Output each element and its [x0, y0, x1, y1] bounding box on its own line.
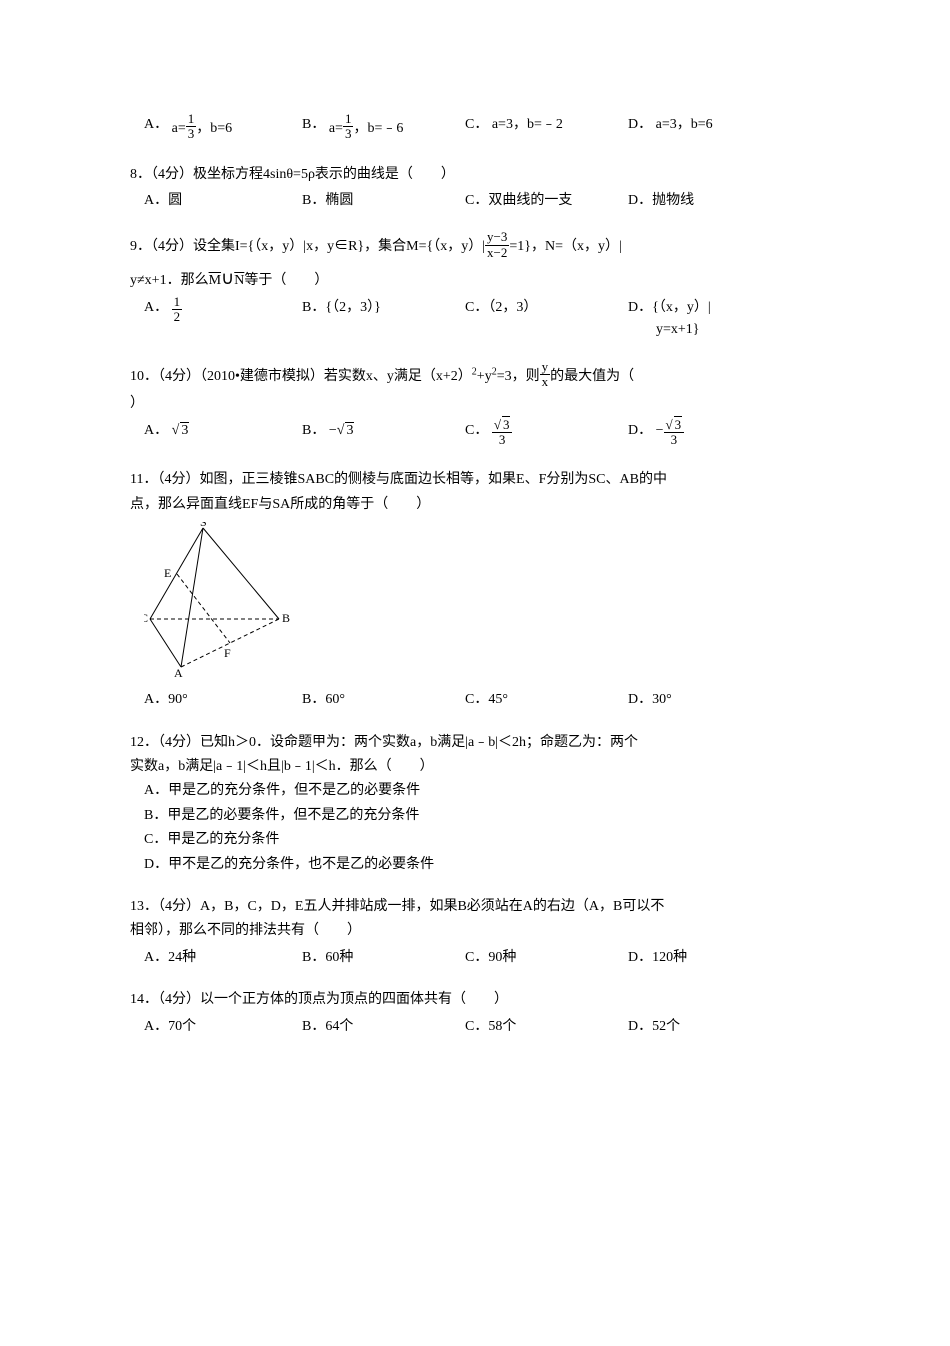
q7-opt-c: C． a=3，b=﹣2	[465, 114, 620, 144]
opt-label: D．	[628, 114, 652, 136]
q8-opt-d: D．抛物线	[628, 190, 778, 212]
q13-opt-b: B．60种	[302, 947, 457, 969]
q11-opt-d: D．30°	[628, 689, 778, 711]
q12-opt-b: B．甲是乙的必要条件，但不是乙的充分条件	[144, 805, 820, 827]
q12: 12．（4分）已知h＞0．设命题甲为：两个实数a，b满足|a﹣b|＜2h；命题乙…	[130, 732, 820, 876]
sqrt-icon: √3	[494, 418, 511, 432]
q13-opt-a: A．24种	[144, 947, 294, 969]
fraction: 12	[172, 295, 183, 325]
q12-stem-2: 实数a，b满足|a﹣1|＜h且|b﹣1|＜h．那么（ ）	[130, 756, 820, 778]
q13-stem-1: 13．（4分）A，B，C，D，E五人并排站成一排，如果B必须站在A的右边（A，B…	[130, 896, 820, 918]
q10-opt-a: A． √3	[144, 420, 294, 450]
q13: 13．（4分）A，B，C，D，E五人并排站成一排，如果B必须站在A的右边（A，B…	[130, 896, 820, 969]
tetrahedron-diagram: S E C B F A	[144, 522, 294, 677]
q11-stem-1: 11．（4分）如图，正三棱锥SABC的侧棱与底面边长相等，如果E、F分别为SC、…	[130, 469, 820, 491]
svg-text:S: S	[200, 522, 207, 529]
q10-opt-c: C． √3 3	[465, 420, 620, 450]
q10-opt-b: B． −√3	[302, 420, 457, 450]
q9-opt-a: A． 12	[144, 297, 294, 342]
fraction: √3 3	[664, 418, 685, 448]
svg-text:F: F	[224, 646, 231, 660]
q9-opt-d: D．{（x，y）| y=x+1}	[628, 297, 778, 342]
q10-stem: 10．（4分）（2010•建德市模拟）若实数x、y满足（x+2）2+y2=3，则…	[130, 362, 820, 392]
q9: 9．（4分）设全集I={（x，y）|x，y∈R}，集合M={（x，y）|y−3x…	[130, 232, 820, 341]
fraction: √3 3	[492, 418, 513, 448]
q11-stem-2: 点，那么异面直线EF与SA所成的角等于（ ）	[130, 494, 820, 516]
q10: 10．（4分）（2010•建德市模拟）若实数x、y满足（x+2）2+y2=3，则…	[130, 362, 820, 450]
q8-opt-b: B．椭圆	[302, 190, 457, 212]
q7-opt-a: A． a=13，b=6	[144, 114, 294, 144]
sqrt-icon: √3	[337, 420, 355, 442]
q11: 11．（4分）如图，正三棱锥SABC的侧棱与底面边长相等，如果E、F分别为SC、…	[130, 469, 820, 712]
m-bar: M	[209, 273, 221, 288]
q9-opt-b: B．{（2，3）}	[302, 297, 457, 342]
q14-opt-c: C．58个	[465, 1016, 620, 1038]
q9-stem-line2: y≠x+1．那么M∪N等于（ ）	[130, 264, 820, 293]
fraction: y−3x−2	[485, 230, 509, 260]
q12-opt-a: A．甲是乙的充分条件，但不是乙的必要条件	[144, 780, 820, 802]
sqrt-icon: √3	[666, 418, 683, 432]
q14: 14．（4分）以一个正方体的顶点为顶点的四面体共有（ ） A．70个 B．64个…	[130, 989, 820, 1038]
opt-label: C．	[465, 114, 488, 136]
fraction: 13	[343, 112, 354, 142]
q8-opt-c: C．双曲线的一支	[465, 190, 620, 212]
q8-stem: 8．（4分）极坐标方程4sinθ=5ρ表示的曲线是（ ）	[130, 164, 820, 186]
sqrt-icon: √3	[172, 420, 190, 442]
q9-opt-c: C．（2，3）	[465, 297, 620, 342]
q11-opt-b: B．60°	[302, 689, 457, 711]
opt-label: B．	[302, 114, 325, 136]
opt-label: A．	[144, 114, 168, 136]
svg-text:C: C	[144, 611, 148, 625]
svg-text:A: A	[174, 666, 183, 677]
q14-opt-b: B．64个	[302, 1016, 457, 1038]
q8-opt-a: A．圆	[144, 190, 294, 212]
fraction: 13	[186, 112, 197, 142]
q11-opt-a: A．90°	[144, 689, 294, 711]
q12-stem-1: 12．（4分）已知h＞0．设命题甲为：两个实数a，b满足|a﹣b|＜2h；命题乙…	[130, 732, 820, 754]
svg-text:E: E	[164, 566, 171, 580]
q14-opt-d: D．52个	[628, 1016, 778, 1038]
q12-opt-d: D．甲不是乙的充分条件，也不是乙的必要条件	[144, 854, 820, 876]
q7-opt-d: D． a=3，b=6	[628, 114, 778, 144]
q7-opt-b: B． a=13，b=﹣6	[302, 114, 457, 144]
q11-opt-c: C．45°	[465, 689, 620, 711]
q11-figure: S E C B F A	[144, 522, 820, 685]
q12-opt-c: C．甲是乙的充分条件	[144, 829, 820, 851]
q14-stem: 14．（4分）以一个正方体的顶点为顶点的四面体共有（ ）	[130, 989, 820, 1011]
q13-opt-c: C．90种	[465, 947, 620, 969]
fraction: yx	[540, 360, 551, 390]
q7-options: A． a=13，b=6 B． a=13，b=﹣6 C． a=3，b=﹣2 D． …	[130, 114, 820, 144]
q13-opt-d: D．120种	[628, 947, 778, 969]
q8: 8．（4分）极坐标方程4sinθ=5ρ表示的曲线是（ ） A．圆 B．椭圆 C．…	[130, 164, 820, 213]
q10-opt-d: D． − √3 3	[628, 420, 778, 450]
q13-stem-2: 相邻），那么不同的排法共有（ ）	[130, 920, 820, 942]
q14-opt-a: A．70个	[144, 1016, 294, 1038]
svg-text:B: B	[282, 611, 290, 625]
q9-stem: 9．（4分）设全集I={（x，y）|x，y∈R}，集合M={（x，y）|y−3x…	[130, 232, 820, 262]
n-bar: N	[234, 273, 244, 288]
